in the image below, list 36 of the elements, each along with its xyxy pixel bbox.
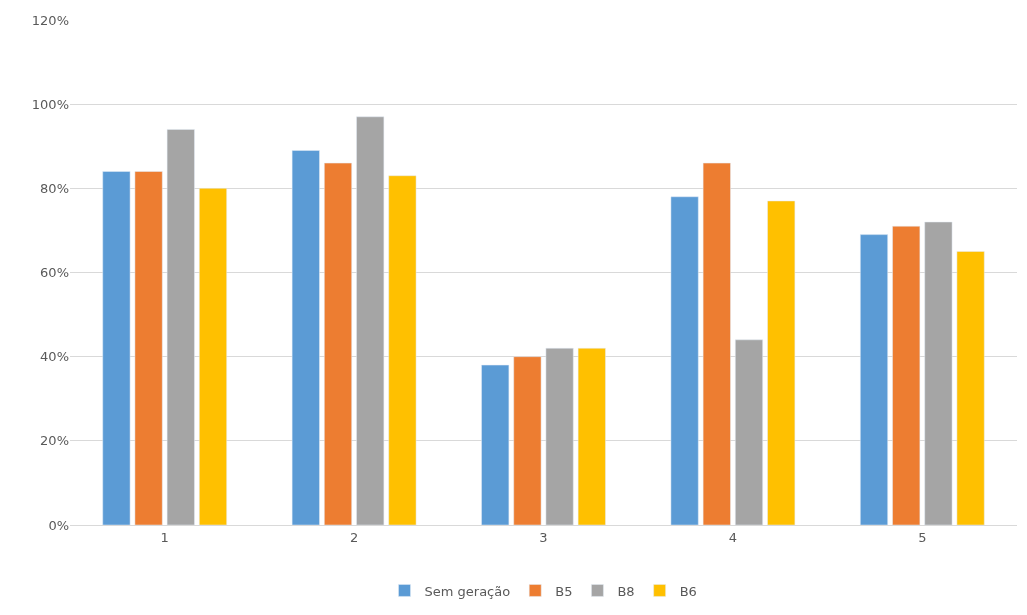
- legend-label: Sem geração: [424, 583, 511, 599]
- legend-label: B8: [617, 583, 635, 599]
- legend-label: B6: [679, 583, 697, 599]
- bar: [134, 171, 163, 525]
- bar: [356, 116, 385, 525]
- x-tick-label: 1: [160, 529, 169, 545]
- bar: [102, 171, 131, 525]
- x-tick-label: 2: [349, 529, 359, 545]
- bar: [324, 162, 352, 525]
- bar: [670, 196, 699, 525]
- bar: [956, 251, 985, 525]
- bar: [545, 348, 574, 525]
- bar: [702, 162, 731, 525]
- y-tick-label: 100%: [31, 96, 69, 112]
- bar: [860, 234, 888, 525]
- bar: [892, 225, 921, 525]
- x-tick-label: 5: [918, 529, 927, 545]
- bar: [291, 150, 320, 525]
- y-tick-label: 0%: [48, 517, 69, 533]
- y-tick-label: 60%: [40, 265, 69, 281]
- x-tick-label: 3: [539, 529, 548, 545]
- bar: [513, 356, 542, 525]
- y-tick-label: 20%: [40, 433, 69, 449]
- y-tick-label: 80%: [40, 180, 69, 196]
- bar: [577, 348, 606, 525]
- y-tick-label: 120%: [31, 12, 69, 28]
- y-tick-label: 40%: [40, 349, 69, 365]
- bar: [735, 339, 763, 525]
- bar: [199, 188, 227, 525]
- legend-label: B5: [555, 583, 573, 599]
- bar: [388, 175, 417, 525]
- bar: [481, 364, 510, 525]
- x-tick-label: 4: [728, 529, 738, 545]
- bar: [166, 129, 195, 525]
- bar: [924, 221, 953, 525]
- bar: [767, 200, 796, 525]
